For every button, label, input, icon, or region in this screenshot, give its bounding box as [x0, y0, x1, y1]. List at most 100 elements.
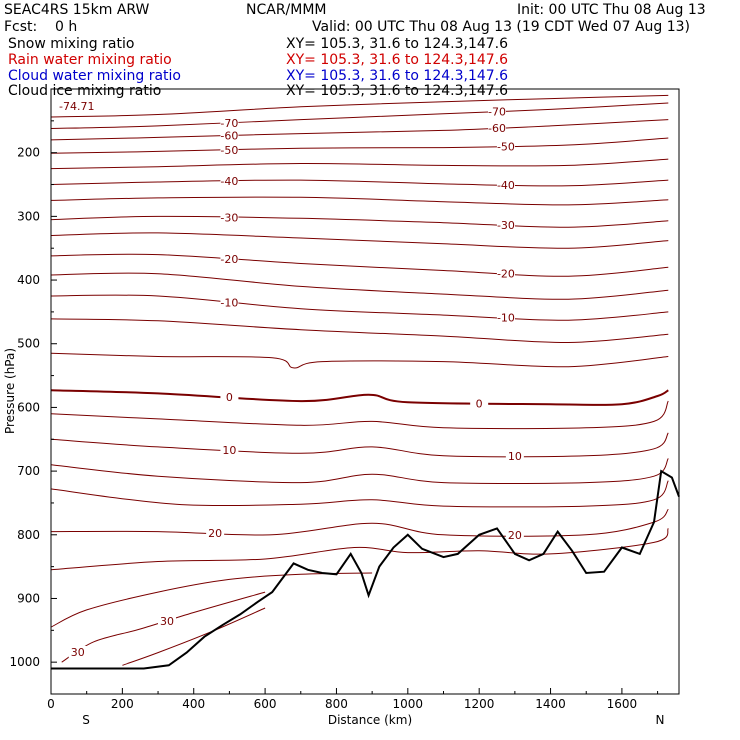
y-axis-title: Pressure (hPa)	[3, 348, 17, 434]
contour-line-18	[50, 480, 669, 508]
field-rain-name: Rain water mixing ratio	[8, 52, 172, 68]
contour-label-bg	[220, 175, 239, 188]
y-tick-label: 300	[17, 209, 40, 223]
terrain-line	[51, 469, 680, 670]
x-tick-label: 1600	[607, 697, 638, 711]
contour-label-bg	[488, 105, 507, 118]
contour-label-bg	[496, 311, 515, 324]
contour-line-7	[50, 215, 669, 228]
x-tick-label: 400	[182, 697, 205, 711]
contour-label-5-1: -40	[497, 179, 515, 192]
contour-line-3	[50, 137, 669, 154]
contour-line-2	[50, 119, 669, 141]
contour-line-13	[50, 352, 669, 369]
contour-label-5-0: -40	[220, 175, 238, 188]
field-cloudice-name: Cloud ice mixing ratio	[8, 83, 162, 99]
init-time: Init: 00 UTC Thu 08 Aug 13	[517, 2, 706, 18]
contour-label-bg	[505, 528, 524, 541]
plot-frame	[50, 88, 680, 695]
contour-label-2-1: -60	[488, 122, 506, 135]
x-tick-label: 0	[47, 697, 55, 711]
y-tick-label: 1000	[9, 655, 40, 669]
field-rain-xy: XY= 105.3, 31.6 to 124.3,147.6	[286, 52, 509, 68]
contour-line-0	[50, 94, 669, 118]
y-tick-label: 800	[17, 528, 40, 542]
contour-label-3-1: -50	[497, 140, 515, 153]
contour-label-9-0: -20	[220, 253, 238, 266]
forecast-hour: Fcst: 0 h	[4, 19, 78, 35]
contour-line-8	[50, 232, 669, 249]
contour-line-4	[50, 158, 669, 170]
x-tick-label: 800	[325, 697, 348, 711]
contour-label-bg	[496, 218, 515, 231]
contour-label-bg	[220, 129, 239, 142]
contour-label-2-0: -60	[220, 129, 238, 142]
contour-label-bg	[220, 253, 239, 266]
contour-label-3-0: -50	[220, 144, 238, 157]
contour-line-23	[122, 607, 266, 666]
field-cloudice-xy: XY= 105.3, 31.6 to 124.3,147.6	[286, 83, 509, 99]
contour-line-1	[50, 102, 669, 129]
contour-label-16-0: 10	[222, 444, 236, 457]
y-tick-label: 200	[17, 146, 40, 160]
contour-label-14-0: 0	[226, 391, 233, 404]
contour-label-bg	[220, 296, 239, 309]
x-axis-title: Distance (km)	[328, 713, 412, 727]
contour-label-bg	[220, 211, 239, 224]
contour-line-15	[50, 400, 669, 430]
contour-label-22-0: 30	[71, 646, 85, 659]
org-label: NCAR/MMM	[246, 2, 327, 18]
y-tick-label: 500	[17, 337, 40, 351]
contour-line-5	[50, 179, 669, 187]
x-tick-label: 600	[254, 697, 277, 711]
min-value-label: -74.71	[59, 100, 94, 113]
contour-label-19-1: 20	[508, 529, 522, 542]
field-cloudwater-xy: XY= 105.3, 31.6 to 124.3,147.6	[286, 68, 509, 84]
axis-ticks: 0 200 400 600 800 1000 1200 1400 160020030040050…	[9, 120, 659, 711]
contour-line-6	[50, 196, 669, 206]
model-title: SEAC4RS 15km ARW	[4, 2, 150, 18]
y-tick-label: 600	[17, 400, 40, 414]
contour-line-17	[50, 458, 669, 484]
x-right-endpoint: N	[656, 713, 665, 727]
contour-line-12	[50, 318, 669, 344]
contour-line-11	[50, 294, 669, 321]
contour-label-bg	[505, 449, 524, 462]
contour-label-bg	[220, 116, 239, 129]
contour-line-19	[50, 508, 669, 537]
field-snow-name: Snow mixing ratio	[8, 36, 135, 52]
contour-label-bg	[496, 140, 515, 153]
contour-label-bg	[68, 645, 87, 658]
x-left-endpoint: S	[82, 713, 90, 727]
contour-label-bg	[220, 444, 239, 457]
contour-label-bg	[220, 391, 239, 404]
contour-line-20	[50, 528, 669, 571]
contour-line-10	[50, 272, 669, 300]
contour-label-bg	[470, 397, 489, 410]
y-tick-label: 400	[17, 273, 40, 287]
y-tick-label: 700	[17, 464, 40, 478]
contour-layer: -70-70-60-60-50 -50-40 -40-30-30-20-20-10-…	[50, 94, 669, 666]
contour-label-bg	[496, 267, 515, 280]
x-tick-label: 1000	[393, 697, 424, 711]
terrain-layer	[51, 469, 680, 670]
contour-label-1-1: -70	[488, 106, 506, 119]
contour-label-11-0: -10	[220, 296, 238, 309]
contour-line-16	[50, 432, 669, 458]
contour-label-14-1: 0	[476, 397, 483, 410]
contour-label-bg	[496, 178, 515, 191]
contour-label-bg	[220, 143, 239, 156]
contour-label-7-1: -30	[497, 219, 515, 232]
contour-label-22-1: 30	[160, 615, 174, 628]
x-tick-label: 200	[111, 697, 134, 711]
contour-label-9-1: -20	[497, 267, 515, 280]
contour-label-11-1: -10	[497, 312, 515, 325]
x-tick-label: 1400	[535, 697, 566, 711]
contour-line-14	[50, 389, 669, 406]
contour-label-bg	[206, 527, 225, 540]
contour-line-21	[50, 572, 373, 628]
contour-line-9	[50, 253, 669, 277]
valid-time: Valid: 00 UTC Thu 08 Aug 13 (19 CDT Wed …	[312, 19, 691, 35]
contour-label-7-0: -30	[220, 211, 238, 224]
